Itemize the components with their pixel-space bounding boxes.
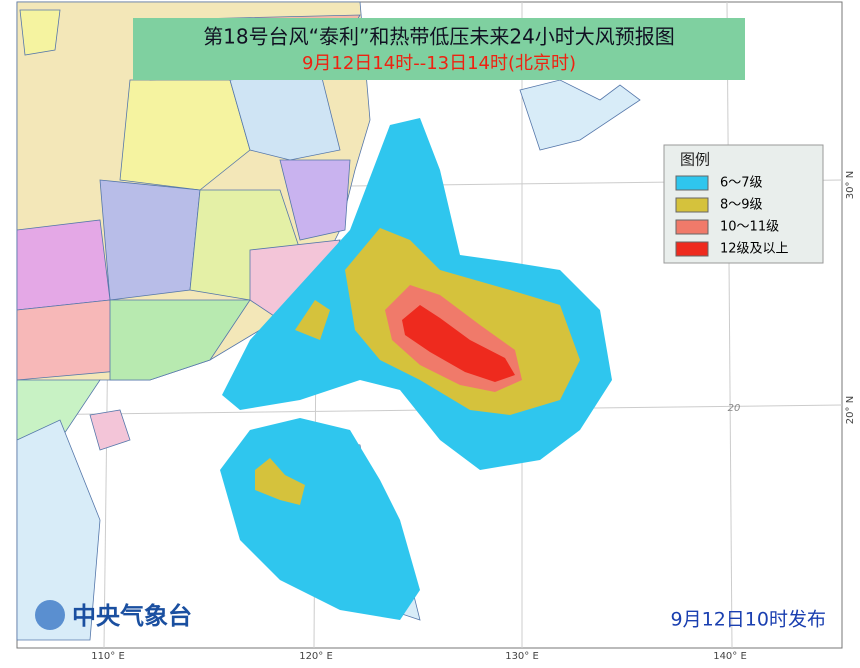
lon-label: 110° E (91, 651, 125, 662)
legend-item: 12级及以上 (720, 242, 789, 257)
legend-swatch (675, 197, 709, 213)
legend-item: 6～7级 (720, 176, 763, 191)
lon-label: 120° E (299, 651, 333, 662)
legend-item: 8～9级 (720, 198, 763, 213)
legend-swatch (675, 175, 709, 191)
issued-time: 9月12日10时发布 (671, 609, 826, 631)
legend-swatch (675, 241, 709, 257)
subtitle: 9月12日14时--13日14时(北京时) (302, 53, 576, 74)
lat-label: 30° N (845, 171, 856, 199)
logo (35, 600, 65, 630)
legend-title: 图例 (680, 151, 710, 169)
lon-label: 140° E (713, 651, 747, 662)
legend-swatch (675, 219, 709, 235)
lat-label: 20° N (845, 396, 856, 424)
wind-areas (220, 118, 612, 620)
agency: 中央气象台 (72, 602, 192, 630)
title: 第18号台风“泰利”和热带低压未来24小时大风预报图 (203, 25, 675, 49)
legend: 图例 6～7级 8～9级 10～11级 12级及以上 (663, 144, 824, 264)
title-box (133, 18, 745, 80)
legend-item: 10～11级 (720, 220, 779, 235)
grid-label: 20 (728, 403, 741, 414)
lon-label: 130° E (505, 651, 539, 662)
